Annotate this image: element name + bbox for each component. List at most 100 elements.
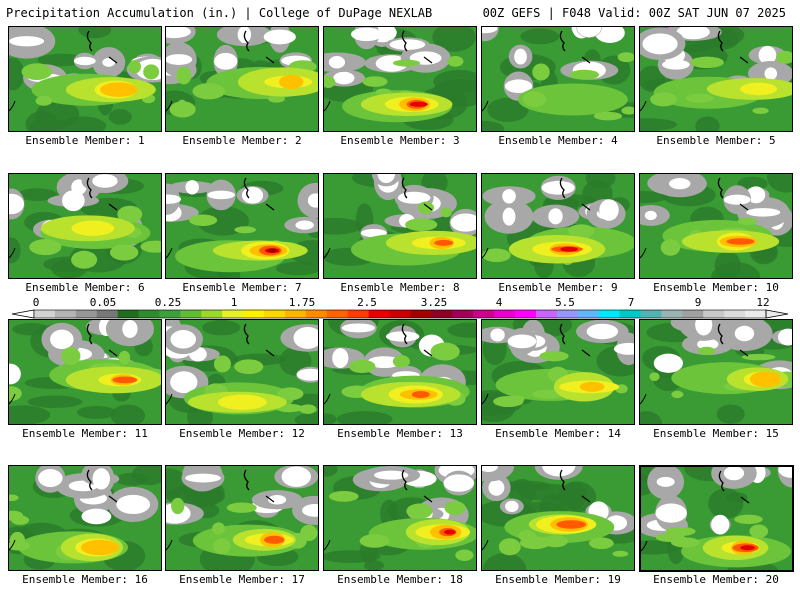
ensemble-member-map[interactable] (323, 319, 477, 425)
colorbar-segment (724, 310, 746, 318)
ensemble-member-map[interactable] (8, 26, 162, 132)
ensemble-member-map[interactable] (481, 319, 635, 425)
colorbar-segment (117, 310, 140, 318)
colorbar-segment (75, 310, 98, 318)
colorbar-segment (222, 310, 244, 318)
colorbar-segment (138, 310, 160, 318)
ensemble-member-map[interactable] (8, 465, 162, 571)
colorbar-segment (326, 310, 349, 318)
ensemble-member-map[interactable] (639, 465, 794, 572)
colorbar-tick-label: 5.5 (555, 296, 575, 309)
colorbar-max-arrow (765, 309, 789, 319)
precip-field (640, 320, 792, 424)
ensemble-member-label: Ensemble Member: 11 (22, 427, 148, 440)
colorbar-segment (96, 310, 119, 318)
ensemble-member-label: Ensemble Member: 18 (337, 573, 463, 586)
colorbar-segment (661, 310, 683, 318)
colorbar-tick-label: 0 (32, 296, 40, 309)
colorbar-segment (535, 310, 558, 318)
colorbar-tick-label: 12 (756, 296, 770, 309)
colorbar-tick-label: 0.25 (154, 296, 182, 309)
ensemble-member-label: Ensemble Member: 16 (22, 573, 148, 586)
ensemble-member-map[interactable] (481, 173, 635, 279)
precip-field (640, 27, 792, 131)
precip-field (640, 174, 792, 278)
ensemble-member-map[interactable] (323, 26, 477, 132)
ensemble-member-map[interactable] (165, 319, 319, 425)
ensemble-member-label: Ensemble Member: 2 (182, 134, 302, 147)
ensemble-member-label: Ensemble Member: 10 (653, 281, 779, 294)
ensemble-member-map[interactable] (639, 173, 793, 279)
colorbar-segment (577, 310, 600, 318)
ensemble-member-label: Ensemble Member: 5 (656, 134, 776, 147)
precip-field (166, 27, 318, 131)
colorbar-segment (431, 310, 453, 318)
ensemble-member-label: Ensemble Member: 14 (495, 427, 621, 440)
colorbar-tick-label: 7 (627, 296, 635, 309)
colorbar-tick-label: 1.75 (288, 296, 316, 309)
precip-field (482, 27, 634, 131)
ensemble-member-map[interactable] (323, 465, 477, 571)
precip-field (9, 466, 161, 570)
precip-field (324, 174, 476, 278)
ensemble-member-map[interactable] (639, 26, 793, 132)
ensemble-member-map[interactable] (165, 465, 319, 571)
ensemble-member-label: Ensemble Member: 9 (498, 281, 618, 294)
colorbar-segment (745, 310, 767, 318)
precip-field (9, 174, 161, 278)
colorbar-segment (284, 310, 307, 318)
colorbar-segment (494, 310, 516, 318)
colorbar-segment (703, 310, 725, 318)
ensemble-member-map[interactable] (481, 26, 635, 132)
colorbar-segment (556, 310, 579, 318)
colorbar-tick-label: 9 (694, 296, 702, 309)
ensemble-member-label: Ensemble Member: 20 (653, 573, 779, 586)
precip-field (324, 466, 476, 570)
ensemble-member-map[interactable] (165, 26, 319, 132)
product-title: Precipitation Accumulation (in.) | Colle… (6, 6, 433, 20)
colorbar-segment (243, 310, 265, 318)
colorbar-segment (264, 310, 286, 318)
colorbar-segment (682, 310, 704, 318)
colorbar-segment (180, 310, 202, 318)
colorbar-tick-label: 0.05 (89, 296, 117, 309)
ensemble-member-map[interactable] (8, 173, 162, 279)
ensemble-member-label: Ensemble Member: 19 (495, 573, 621, 586)
ensemble-member-map[interactable] (481, 465, 635, 571)
precip-field (9, 27, 161, 131)
ensemble-member-label: Ensemble Member: 6 (25, 281, 145, 294)
colorbar-segment (201, 310, 223, 318)
ensemble-member-label: Ensemble Member: 15 (653, 427, 779, 440)
ensemble-member-map[interactable] (323, 173, 477, 279)
ensemble-member-label: Ensemble Member: 1 (25, 134, 145, 147)
precip-field (482, 174, 634, 278)
colorbar-segment (305, 310, 328, 318)
precip-field (482, 466, 634, 570)
ensemble-member-map[interactable] (165, 173, 319, 279)
precipitation-colorbar (11, 309, 789, 319)
precip-field (324, 320, 476, 424)
ensemble-member-label: Ensemble Member: 7 (182, 281, 302, 294)
ensemble-member-label: Ensemble Member: 8 (340, 281, 460, 294)
ensemble-member-label: Ensemble Member: 4 (498, 134, 618, 147)
precip-field (641, 467, 792, 570)
colorbar-segment (347, 310, 370, 318)
ensemble-member-map[interactable] (639, 319, 793, 425)
colorbar-segment (598, 310, 621, 318)
colorbar-segment (389, 310, 411, 318)
precip-field (482, 320, 634, 424)
precip-field (166, 320, 318, 424)
colorbar-tick-label: 1 (230, 296, 238, 309)
ensemble-member-label: Ensemble Member: 12 (179, 427, 305, 440)
colorbar-segment (159, 310, 181, 318)
ensemble-member-label: Ensemble Member: 13 (337, 427, 463, 440)
colorbar-tick-label: 3.25 (420, 296, 448, 309)
precip-field (9, 320, 161, 424)
colorbar-segment (515, 310, 537, 318)
colorbar-segment (410, 310, 432, 318)
colorbar-tick-label: 4 (495, 296, 503, 309)
colorbar-segment (368, 310, 391, 318)
ensemble-member-map[interactable] (8, 319, 162, 425)
colorbar-segment (640, 310, 662, 318)
